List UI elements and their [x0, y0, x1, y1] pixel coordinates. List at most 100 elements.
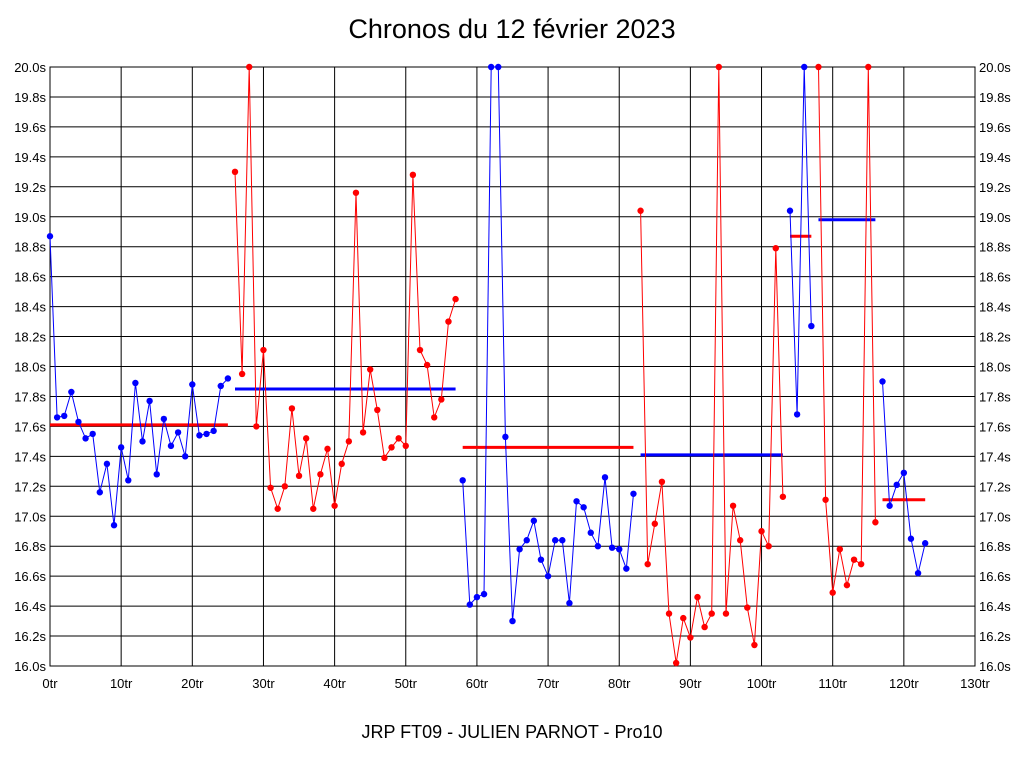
- data-point: [310, 505, 317, 512]
- data-point: [231, 168, 239, 176]
- data-point: [765, 543, 772, 550]
- data-point: [96, 489, 104, 496]
- data-point: [921, 540, 929, 547]
- y-tick-label-left: 19.4s: [14, 150, 46, 165]
- data-point: [374, 406, 381, 414]
- series-line: [818, 66, 876, 593]
- chart-title: Chronos du 12 février 2023: [348, 14, 676, 44]
- data-point: [530, 517, 538, 524]
- data-point: [687, 634, 694, 641]
- data-point: [623, 565, 630, 572]
- data-point: [559, 537, 566, 544]
- data-point: [594, 543, 602, 550]
- data-point: [445, 318, 452, 325]
- data-point: [46, 233, 54, 240]
- data-point: [715, 63, 723, 71]
- y-tick-label-left: 20.0s: [14, 60, 46, 75]
- data-point: [658, 478, 666, 486]
- y-tick-label-right: 17.2s: [979, 479, 1011, 494]
- data-point: [352, 189, 360, 196]
- data-point: [61, 412, 68, 420]
- x-tick-label: 110tr: [818, 676, 847, 691]
- y-tick-label-left: 16.2s: [14, 629, 46, 644]
- data-point: [850, 556, 858, 563]
- y-axis-right: 16.0s 16.2s 16.4s 16.6s 16.8s 17.0s 17.2s 17.4s…: [979, 60, 1011, 674]
- data-point: [701, 623, 708, 631]
- y-tick-label-right: 19.4s: [979, 150, 1011, 165]
- y-tick-label-left: 18.4s: [14, 300, 46, 315]
- data-point: [317, 471, 324, 478]
- x-tick-label: 70tr: [537, 676, 560, 691]
- grid-lines: [49, 66, 976, 667]
- y-tick-label-left: 18.0s: [14, 360, 46, 375]
- series-line: [789, 66, 812, 415]
- data-point: [139, 438, 146, 445]
- data-point: [822, 496, 829, 503]
- data-point: [466, 601, 474, 608]
- y-tick-label-right: 18.8s: [979, 240, 1011, 255]
- y-tick-label-right: 16.8s: [979, 539, 1011, 554]
- series-line: [49, 236, 229, 526]
- y-tick-label-right: 19.0s: [979, 210, 1011, 225]
- y-tick-label-right: 19.8s: [979, 90, 1011, 105]
- data-point: [680, 614, 687, 622]
- data-point: [886, 502, 893, 509]
- data-point: [146, 397, 153, 405]
- data-point: [302, 435, 310, 442]
- data-point: [196, 432, 203, 439]
- data-point: [82, 435, 89, 442]
- data-point: [900, 469, 908, 477]
- data-point: [117, 444, 125, 451]
- data-point: [616, 545, 623, 553]
- data-point: [331, 502, 338, 509]
- y-tick-label-right: 17.8s: [979, 389, 1011, 404]
- y-tick-label-right: 17.0s: [979, 509, 1011, 524]
- data-point: [808, 322, 815, 330]
- data-point: [601, 474, 609, 481]
- data-point: [75, 418, 82, 426]
- y-tick-label-left: 17.2s: [14, 479, 46, 494]
- y-tick-label-left: 19.8s: [14, 90, 46, 105]
- data-point: [167, 442, 175, 450]
- y-axis-left: 16.0s 16.2s 16.4s 16.6s 16.8s 17.0s 17.2s 17.4s…: [14, 60, 46, 674]
- data-point: [103, 460, 111, 468]
- data-point: [815, 63, 822, 71]
- x-tick-label: 100tr: [747, 676, 777, 691]
- data-point: [551, 537, 559, 544]
- data-point: [865, 63, 872, 71]
- x-tick-label: 20tr: [181, 676, 204, 691]
- data-point: [537, 556, 545, 563]
- data-point: [224, 375, 232, 382]
- data-point: [402, 442, 409, 450]
- y-tick-label-left: 17.6s: [14, 419, 46, 434]
- data-point: [381, 454, 388, 462]
- data-point: [181, 453, 189, 460]
- data-point: [665, 610, 673, 617]
- data-point: [509, 617, 516, 625]
- data-point: [274, 505, 281, 512]
- data-point: [452, 295, 459, 303]
- data-point: [473, 593, 481, 601]
- data-point: [324, 445, 331, 453]
- data-point: [836, 545, 844, 553]
- data-point: [260, 346, 267, 354]
- data-point: [580, 504, 587, 511]
- y-tick-label-right: 20.0s: [979, 60, 1011, 75]
- x-tick-label: 30tr: [252, 676, 275, 691]
- data-point: [203, 430, 210, 438]
- y-tick-label-left: 16.4s: [14, 599, 46, 614]
- y-tick-label-left: 17.8s: [14, 389, 46, 404]
- data-point: [395, 435, 402, 442]
- data-point: [217, 382, 224, 390]
- data-point: [914, 569, 922, 577]
- data-point: [388, 444, 395, 451]
- x-tick-label: 10tr: [110, 676, 133, 691]
- data-point: [573, 498, 580, 505]
- x-tick-label: 40tr: [323, 676, 346, 691]
- x-tick-label: 130tr: [960, 676, 990, 691]
- data-point: [267, 484, 274, 491]
- data-point: [495, 63, 502, 71]
- data-point: [736, 537, 744, 544]
- series-group: [46, 63, 929, 667]
